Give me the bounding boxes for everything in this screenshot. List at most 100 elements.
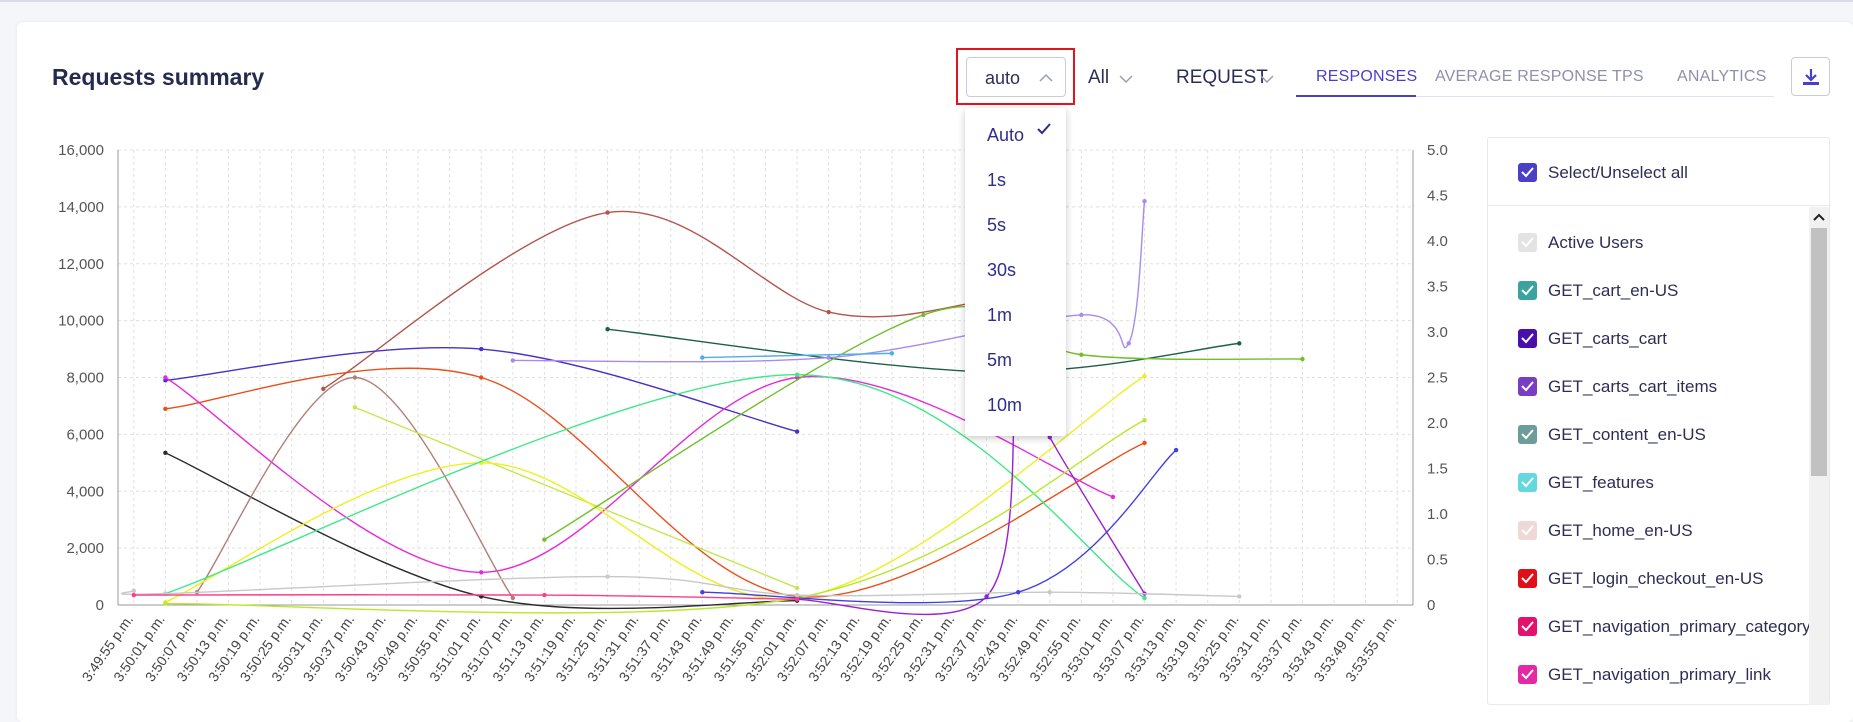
legend-item-label: GET_navigation_primary_link	[1548, 665, 1771, 684]
download-icon	[1803, 69, 1819, 85]
y-left-tick-label: 16,000	[58, 142, 104, 159]
legend-checkbox[interactable]	[1518, 425, 1537, 444]
legend-item-label: GET_navigation_primary_category	[1548, 617, 1811, 636]
tab-average-response[interactable]: AVERAGE RESPONSE	[1435, 68, 1608, 85]
legend-checkbox[interactable]	[1518, 329, 1537, 348]
y-right-tick-label: 3.5	[1427, 279, 1448, 296]
legend-item-label: Active Users	[1548, 233, 1644, 252]
y-right-tick-label: 3.0	[1427, 324, 1448, 341]
data-point	[1079, 352, 1084, 357]
y-left-tick-label: 0	[96, 597, 104, 614]
chevron-up-icon[interactable]	[1812, 209, 1826, 227]
active-tab-indicator	[1296, 95, 1416, 97]
y-right-tick-label: 2.0	[1427, 415, 1448, 432]
tab-analytics[interactable]: ANALYTICS	[1677, 68, 1767, 85]
data-point	[794, 372, 800, 377]
chevron-down-icon[interactable]	[1260, 71, 1274, 89]
y-right-tick-label: 0	[1427, 597, 1435, 614]
top-divider	[0, 0, 1853, 2]
y-left-tick-label: 14,000	[58, 199, 104, 216]
data-point	[1079, 312, 1084, 318]
interval-dropdown-menu: Auto 1s 5s 30s 1m 5m 10m	[965, 108, 1066, 436]
data-point	[163, 375, 168, 380]
interval-select[interactable]: auto	[966, 57, 1066, 97]
data-point	[352, 375, 358, 380]
y-left-tick-label: 6,000	[66, 426, 104, 443]
interval-option-1s[interactable]: 1s	[987, 170, 1007, 190]
download-button[interactable]	[1791, 57, 1830, 96]
scope-filter[interactable]: All	[1088, 67, 1110, 88]
tab-tps[interactable]: TPS	[1612, 68, 1644, 85]
data-point	[542, 592, 547, 598]
interval-option-10m[interactable]: 10m	[987, 395, 1023, 415]
legend-checkbox[interactable]	[1518, 617, 1537, 636]
data-point	[605, 210, 610, 215]
series-line	[133, 594, 798, 601]
data-point	[1142, 417, 1147, 423]
series-line	[165, 367, 1145, 598]
y-right-tick-label: 5.0	[1427, 142, 1448, 159]
data-point	[794, 592, 800, 598]
data-point	[1047, 435, 1052, 440]
data-point	[1237, 594, 1242, 599]
legend-item-label: GET_cart_en-US	[1548, 281, 1679, 300]
data-point	[826, 309, 831, 315]
chevron-down-icon[interactable]	[1119, 71, 1133, 89]
data-point	[1142, 373, 1147, 379]
data-point	[889, 351, 895, 356]
legend-checkbox[interactable]	[1518, 233, 1537, 252]
legend-item-label: GET_home_en-US	[1548, 521, 1693, 540]
y-left-tick-label: 2,000	[66, 540, 104, 557]
data-point	[352, 405, 358, 410]
select-all-checkbox[interactable]	[1518, 163, 1537, 182]
data-point	[1110, 494, 1116, 500]
y-right-tick-label: 2.5	[1427, 370, 1448, 387]
data-point	[542, 537, 547, 542]
checkmark-icon	[1037, 122, 1051, 140]
series-line	[120, 575, 1240, 598]
y-right-tick-label: 4.0	[1427, 233, 1448, 250]
y-right-tick-label: 0.5	[1427, 552, 1448, 569]
y-right-tick-label: 1.0	[1427, 506, 1448, 523]
data-point	[1142, 595, 1147, 601]
interval-option-5s[interactable]: 5s	[987, 215, 1007, 235]
legend-checkbox[interactable]	[1518, 521, 1537, 540]
series-line	[354, 406, 798, 589]
data-point	[1173, 447, 1179, 453]
legend-header	[1488, 138, 1831, 206]
y-right-tick-label: 4.5	[1427, 188, 1448, 205]
legend-item-label: GET_carts_cart	[1548, 329, 1668, 348]
metric-filter[interactable]: REQUEST	[1176, 67, 1268, 88]
legend-checkbox[interactable]	[1518, 281, 1537, 300]
select-all-label: Select/Unselect all	[1548, 163, 1688, 182]
y-left-tick-label: 12,000	[58, 256, 104, 273]
responses-chart: 0 2,000 4,000 6,000 8,000 10,000 12,000 14,000 1…	[58, 142, 1448, 684]
legend-checkbox[interactable]	[1518, 473, 1537, 492]
interval-option-auto[interactable]: Auto	[987, 125, 1025, 145]
series-line	[702, 449, 1177, 604]
data-point	[163, 601, 168, 606]
data-point	[1142, 198, 1147, 204]
legend-scroll-thumb[interactable]	[1811, 228, 1827, 476]
tab-responses[interactable]: RESPONSES	[1316, 68, 1418, 85]
series-line	[702, 352, 892, 359]
legend-checkbox[interactable]	[1518, 569, 1537, 588]
legend-checkbox[interactable]	[1518, 377, 1537, 396]
data-point	[1015, 590, 1021, 595]
interval-option-5m[interactable]: 5m	[987, 350, 1013, 370]
data-point	[921, 312, 926, 318]
chevron-up-icon	[1039, 70, 1053, 88]
interval-option-1m[interactable]: 1m	[987, 305, 1013, 325]
interval-option-30s[interactable]: 30s	[987, 260, 1017, 280]
legend-item-label: GET_features	[1548, 473, 1654, 492]
legend-checkbox[interactable]	[1518, 665, 1537, 684]
data-point	[131, 588, 136, 593]
data-point	[794, 597, 800, 602]
series-line	[165, 375, 1145, 603]
tabs-divider	[1296, 96, 1774, 97]
data-point	[479, 346, 484, 352]
y-right-tick-label: 1.5	[1427, 461, 1448, 478]
page-title: Requests summary	[52, 64, 265, 90]
data-point	[984, 594, 989, 599]
data-point	[605, 326, 610, 332]
